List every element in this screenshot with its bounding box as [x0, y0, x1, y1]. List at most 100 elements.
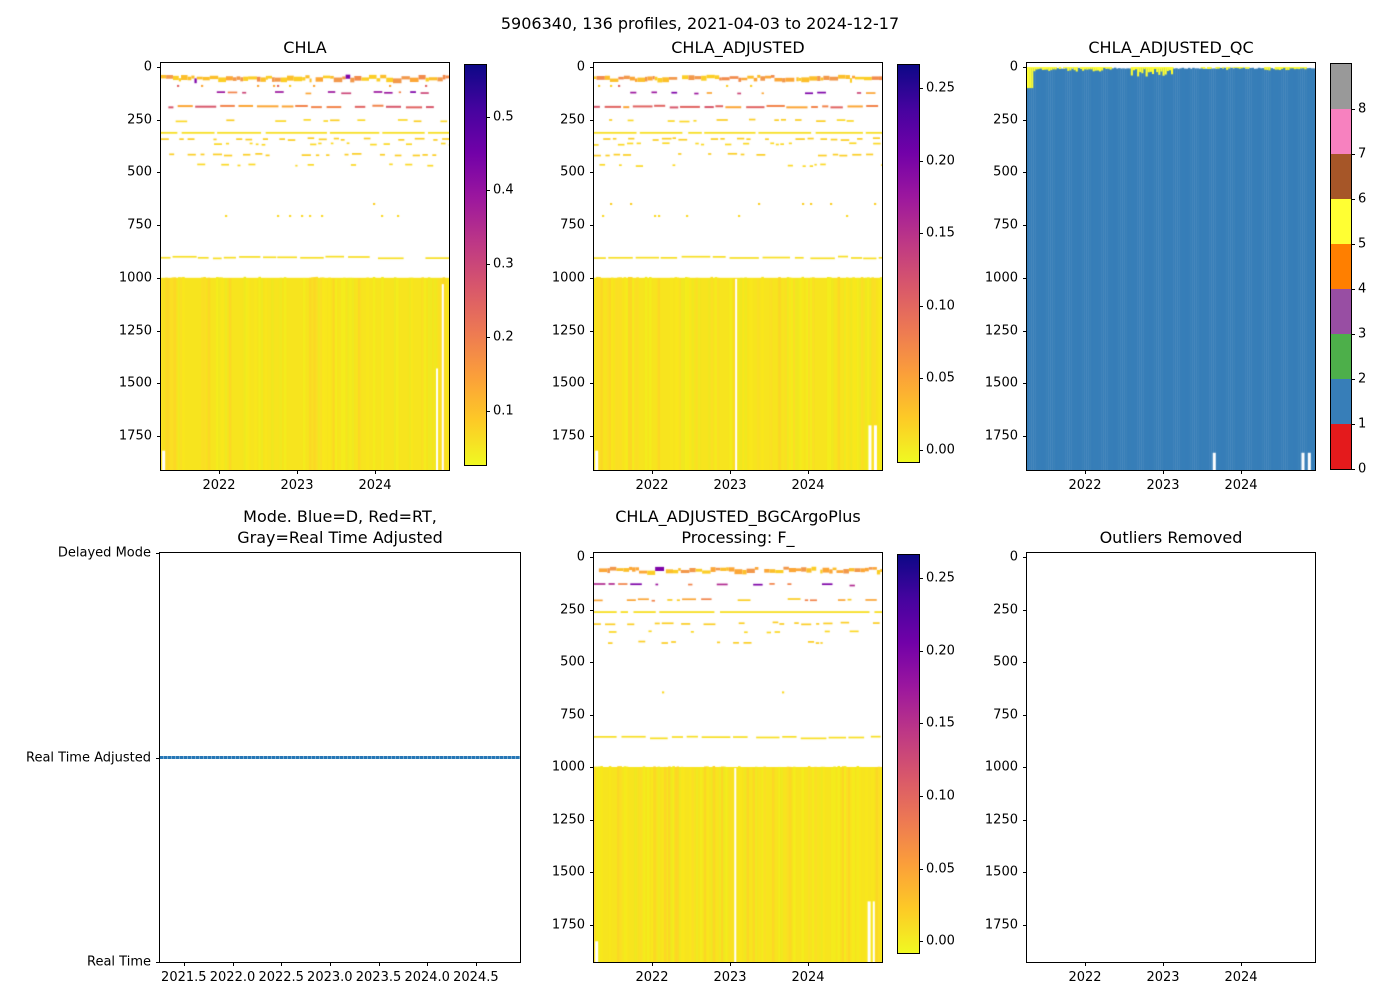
x-tick-label: 2022: [1068, 478, 1102, 493]
colorbar-tick-mark: [919, 232, 923, 234]
colorbar-tick-label: 0.2: [493, 329, 514, 345]
y-tick-label: 1000: [984, 759, 1018, 775]
x-tick-label: 2022.0: [209, 970, 256, 985]
qc-colorbar-segment: [1331, 199, 1351, 244]
y-tick-label: 1250: [118, 323, 152, 338]
colorbar-tick-label: 0.4: [493, 182, 514, 198]
colorbar-tick-mark: [486, 116, 490, 118]
colorbar-tick-mark: [919, 723, 923, 725]
colorbar-tick-mark: [919, 941, 923, 943]
y-tick-label: 750: [560, 707, 585, 722]
y-tick-mark: [590, 662, 594, 663]
y-tick-mark: [157, 435, 161, 437]
chla-adjusted-qc-panel-title: CHLA_ADJUSTED_QC: [1088, 38, 1254, 58]
x-tick-label: 2022: [1068, 970, 1102, 985]
y-tick-label: 1000: [118, 270, 152, 286]
colorbar-tick-mark: [486, 411, 490, 413]
y-tick-label: 0: [143, 59, 152, 75]
colorbar-tick-mark: [919, 450, 923, 452]
chla-adjusted-qc-panel: CHLA_ADJUSTED_QC 2022 2023 2024 0 250 500 750 1…: [985, 38, 1316, 493]
y-tick-label: 1500: [984, 375, 1018, 391]
colorbar-tick-mark: [919, 305, 923, 307]
colorbar-tick-label: 7: [1358, 146, 1367, 162]
y-tick-mark: [156, 962, 160, 963]
y-tick-mark: [157, 225, 161, 227]
y-tick-mark: [1023, 924, 1027, 926]
x-tick-label: 2023: [713, 970, 747, 985]
colorbar-tick-label: 2: [1358, 371, 1367, 387]
qc-colorbar-segment: [1331, 379, 1351, 424]
y-tick-label: 1250: [551, 812, 585, 827]
y-tick-label: 500: [560, 164, 585, 180]
y-tick-label: 0: [1009, 549, 1018, 565]
y-tick-mark: [157, 172, 161, 174]
x-tick-label: 2023: [713, 478, 747, 493]
y-tick-mark: [590, 435, 594, 437]
colorbar-tick-mark: [1351, 469, 1355, 470]
x-tick-mark: [281, 962, 283, 966]
chla-adjusted-heatmap-panel: CHLA_ADJUSTED 2022 2023 2024 0 250 500 750 1000…: [552, 38, 883, 493]
colorbar-tick-label: 0.10: [926, 298, 955, 314]
x-tick-label: 2024.0: [404, 970, 450, 985]
colorbar-tick-label: 4: [1358, 281, 1367, 297]
colorbar-tick-label: 1: [1358, 416, 1367, 432]
x-tick-mark: [808, 470, 809, 474]
outliers-removed-panel: Outliers Removed 2022 2023 2024 0 250 500 750 1…: [985, 528, 1316, 985]
x-tick-label: 2024: [1224, 970, 1258, 985]
colorbar-tick-mark: [919, 160, 923, 162]
y-tick-label: 1750: [118, 428, 152, 444]
colorbar-tick-mark: [486, 337, 490, 339]
figure-title: 5906340, 136 profiles, 2021-04-03 to 202…: [500, 14, 900, 33]
colorbar-tick-label: 0.25: [926, 570, 955, 586]
y-tick-mark: [156, 553, 160, 554]
colorbar-tick-label: 0.3: [493, 256, 514, 272]
y-tick-mark: [1023, 225, 1027, 227]
y-tick-mark: [157, 119, 161, 121]
y-tick-label: 1750: [551, 917, 585, 932]
colorbar-tick-label: 0.10: [926, 788, 955, 804]
x-tick-label: 2022: [635, 478, 669, 493]
colorbar-tick-mark: [1351, 379, 1355, 380]
x-tick-mark: [475, 962, 477, 966]
x-tick-label: 2023.0: [307, 970, 353, 985]
qc-colorbar-segment: [1331, 244, 1351, 289]
chla-adjusted-bgcargoplus-canvas: [594, 553, 882, 962]
y-tick-label: 1000: [551, 759, 585, 775]
y-tick-label: 500: [993, 164, 1018, 180]
chla-adjusted-bgcargoplus-colorbar: 0.25 0.20 0.15 0.10 0.05 0.00: [897, 554, 955, 954]
qc-colorbar-segment: [1331, 424, 1351, 469]
y-tick-label: Real Time: [87, 954, 151, 970]
y-tick-mark: [590, 714, 594, 716]
mode-panel-title: Mode. Blue=D, Red=RT, Gray=Real Time Adj…: [237, 507, 443, 548]
x-tick-mark: [730, 470, 731, 474]
colorbar-tick-mark: [1351, 424, 1355, 425]
qc-colorbar-segment: [1331, 289, 1351, 334]
colorbar-tick-label: 0.15: [926, 715, 955, 731]
x-tick-mark: [652, 470, 653, 474]
y-tick-label: 0: [576, 59, 585, 75]
y-tick-mark: [1023, 714, 1027, 716]
y-tick-mark: [590, 819, 594, 821]
colorbar-tick-label: 0.15: [926, 225, 955, 241]
y-tick-mark: [1023, 383, 1027, 385]
colorbar-tick-label: 0.1: [493, 403, 514, 419]
colorbar-tick-label: 6: [1358, 191, 1367, 207]
y-tick-mark: [157, 330, 161, 332]
y-tick-mark: [590, 609, 594, 611]
x-tick-label: 2023: [1146, 970, 1180, 985]
y-tick-label: 1750: [551, 428, 585, 444]
chla-heatmap-canvas: [161, 63, 449, 470]
qc-colorbar-segment: [1331, 334, 1351, 379]
colorbar-tick-mark: [1351, 243, 1355, 245]
y-tick-label: 1500: [984, 864, 1018, 880]
colorbar-tick-label: 0.00: [926, 933, 955, 949]
x-tick-label: 2022.5: [258, 970, 304, 985]
y-tick-label: 250: [993, 602, 1018, 617]
chla-adjusted-qc-colorbar: 8 7 6 5 4 3 2 1 0: [1330, 63, 1366, 477]
colorbar-tick-label: 3: [1358, 326, 1367, 342]
y-tick-mark: [590, 119, 594, 121]
colorbar-tick-label: 0.5: [493, 109, 514, 125]
colorbar-tick-label: 0.20: [926, 643, 955, 659]
y-tick-mark: [590, 767, 594, 768]
qc-colorbar-segment: [1331, 109, 1351, 154]
